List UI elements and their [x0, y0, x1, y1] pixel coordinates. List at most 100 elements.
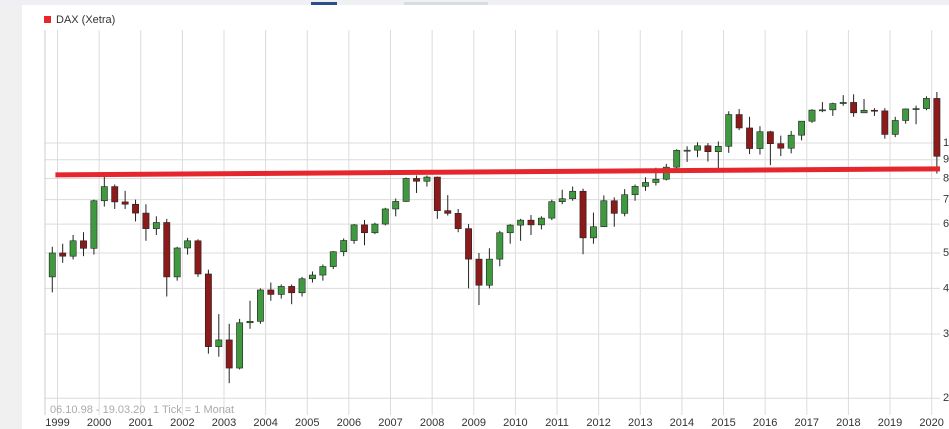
candle-body — [163, 222, 171, 278]
x-tick-label: 2017 — [795, 417, 819, 429]
y-tick-label: 4 — [943, 282, 949, 294]
candle-body — [642, 182, 649, 187]
x-tick-label: 2003 — [212, 417, 236, 429]
candle-body — [766, 131, 774, 144]
candle-body — [121, 201, 129, 205]
candle-body — [891, 120, 899, 135]
x-tick-label: 2013 — [628, 417, 652, 429]
x-tick-label: 2016 — [753, 417, 777, 429]
legend-label: DAX (Xetra) — [56, 14, 115, 26]
x-tick-label: 2011 — [545, 417, 569, 429]
x-tick-label: 2001 — [129, 417, 153, 429]
candle-body — [215, 339, 223, 347]
candle-body — [225, 339, 233, 369]
candle-body — [298, 278, 306, 294]
candle-body — [558, 198, 566, 202]
candle-body — [90, 200, 98, 249]
candle-body — [288, 286, 296, 294]
candle-body — [798, 120, 806, 136]
candle-body — [652, 178, 660, 183]
candle-body — [506, 224, 514, 234]
candle-body — [621, 194, 629, 214]
candle-body — [579, 190, 587, 239]
candle-body — [267, 289, 275, 295]
candle-body — [881, 110, 889, 135]
candle-body — [142, 212, 150, 229]
candle-body — [704, 145, 712, 152]
candle-body — [673, 150, 681, 168]
candle-body — [871, 109, 878, 112]
candle-body — [527, 219, 535, 226]
y-tick-label: 5 — [943, 247, 949, 259]
x-tick-label: 2000 — [87, 417, 111, 429]
candle-body — [444, 210, 452, 214]
candle-body — [485, 258, 493, 286]
candle-body — [787, 134, 795, 149]
candle-body — [590, 226, 597, 239]
candle-body — [902, 108, 910, 121]
candle-body — [194, 240, 202, 275]
x-tick-label: 2006 — [337, 417, 361, 429]
x-tick-label: 1999 — [45, 417, 69, 429]
candle-body — [361, 224, 368, 234]
candle-body — [246, 320, 254, 324]
x-tick-label: 2004 — [253, 417, 277, 429]
candle-body — [132, 203, 139, 214]
candle-body — [340, 240, 348, 253]
candle-body — [839, 102, 847, 104]
x-tick-label: 2007 — [378, 417, 402, 429]
candle-body — [204, 273, 212, 347]
candle-body — [381, 208, 389, 225]
candle-body — [350, 224, 358, 241]
candle-body — [309, 274, 316, 280]
candle-body — [694, 145, 701, 151]
candle-body — [569, 190, 577, 200]
date-range: 06.10.98 - 19.03.20 — [50, 404, 145, 416]
legend-swatch — [44, 16, 51, 23]
candle-body — [423, 176, 431, 182]
candle-body — [329, 251, 337, 267]
candle-body — [48, 252, 56, 278]
candle-body — [277, 286, 285, 295]
candle-body — [631, 186, 639, 196]
y-tick-label: 2 — [943, 392, 949, 404]
candle-body — [69, 240, 77, 257]
candle-body — [683, 149, 691, 152]
candle-body — [735, 114, 743, 129]
y-tick-label: 9 — [943, 154, 949, 166]
x-tick-label: 2008 — [420, 417, 444, 429]
panel — [22, 5, 949, 429]
x-tick-label: 2012 — [586, 417, 610, 429]
candle-body — [465, 228, 472, 260]
candle-body — [413, 178, 420, 182]
candle-body — [923, 98, 930, 109]
y-tick-label: 6 — [943, 218, 949, 230]
x-tick-label: 2019 — [878, 417, 902, 429]
interval-note: 1 Tick = 1 Monat — [153, 404, 234, 416]
candle-body — [173, 247, 181, 278]
candle-body — [829, 103, 837, 111]
candle-body — [392, 201, 400, 210]
candle-body — [860, 109, 868, 114]
candle-body — [100, 186, 108, 202]
candle-body — [59, 252, 67, 257]
candle-body — [600, 200, 608, 228]
candle-body — [850, 102, 858, 114]
x-tick-label: 2005 — [295, 417, 319, 429]
candle-body — [933, 98, 941, 157]
trend-line — [55, 166, 941, 178]
tab — [404, 2, 488, 5]
candle-body — [111, 186, 119, 203]
tab-indicator — [311, 2, 337, 5]
candle-body — [548, 201, 556, 219]
candle-body — [496, 232, 504, 260]
x-tick-label: 2014 — [670, 417, 694, 429]
candle-body — [475, 258, 483, 286]
candle-body — [818, 109, 826, 112]
candle-body — [714, 145, 722, 152]
candle-body — [236, 322, 244, 369]
candle-body — [433, 176, 441, 211]
candle-body — [257, 289, 264, 322]
candle-body — [184, 240, 191, 249]
